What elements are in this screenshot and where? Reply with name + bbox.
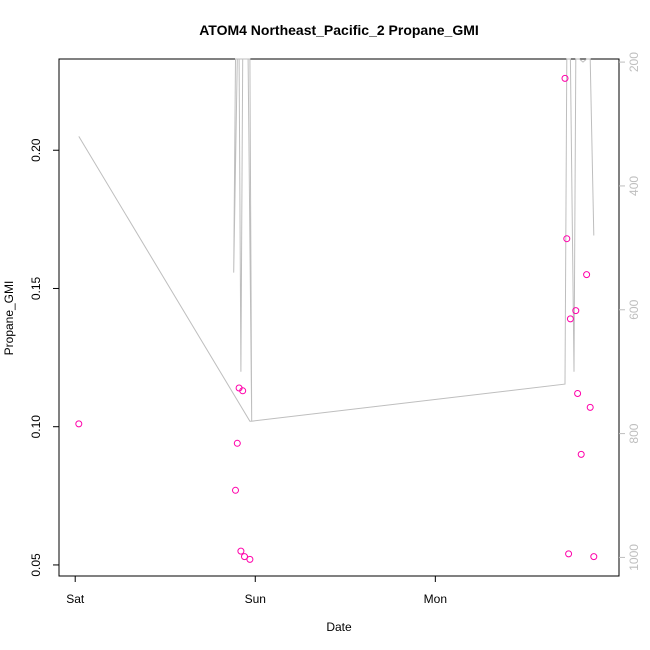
chart-title: ATOM4 Northeast_Pacific_2 Propane_GMI [199,22,479,38]
data-point [246,555,254,563]
data-point [566,315,574,323]
data-point [565,550,573,558]
data-point [590,553,598,561]
x-tick-label: Sat [66,592,85,606]
y-tick-label: 0.15 [29,276,43,300]
data-point [577,450,585,458]
y-tick-label: 0.20 [29,138,43,162]
data-point [563,235,571,243]
right-tick-label: 600 [627,299,641,319]
right-tick-label: 800 [627,423,641,443]
x-tick-label: Sun [245,592,266,606]
line-layer [78,58,595,422]
x-axis: Sat Sun Mon [66,575,447,606]
data-point [241,553,248,561]
data-point [561,74,569,82]
data-point [233,439,241,447]
series-line-1 [78,58,595,422]
y-axis: 0.05 0.10 0.15 0.20 [29,138,59,577]
data-point [583,271,591,279]
data-point [574,390,582,397]
data-point [75,420,83,428]
y-tick-label: 0.10 [29,415,43,439]
data-point [232,486,239,494]
right-tick-label: 400 [627,176,641,196]
data-point [572,307,580,315]
plot-frame [58,58,620,577]
x-axis-label: Date [326,620,352,634]
data-point [586,403,594,411]
right-axis: 200 400 600 800 1000 [619,52,641,571]
data-point [237,547,245,555]
point-layer [75,74,598,563]
right-tick-label: 200 [627,52,641,72]
right-tick-label: 1000 [627,544,641,571]
y-axis-label: Propane_GMI [2,281,16,356]
data-point [239,387,247,395]
y-tick-label: 0.05 [29,553,43,577]
x-tick-label: Mon [424,592,447,606]
